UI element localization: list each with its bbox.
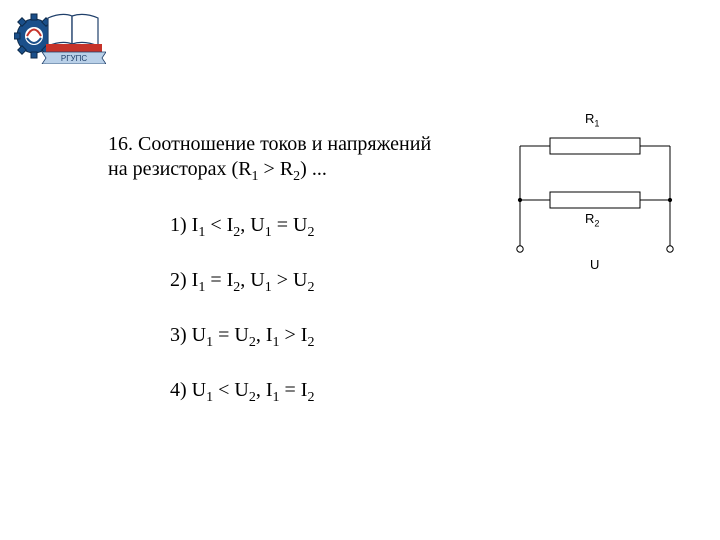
circuit-diagram: R1 R2 U — [510, 118, 680, 288]
option-3: 3) U1 = U2, I1 > I2 — [170, 324, 314, 351]
question-line2-prefix: на резисторах (R — [108, 158, 252, 180]
option-2: 2) I1 = I2, U1 > U2 — [170, 269, 314, 296]
question-line1: 16. Соотношение токов и напряжений — [108, 133, 431, 155]
r1-label: R1 — [585, 112, 599, 129]
option-4: 4) U1 < U2, I1 = I2 — [170, 379, 314, 406]
u-label: U — [590, 258, 599, 271]
question-sub1: 1 — [252, 169, 259, 184]
options-list: 1) I1 < I2, U1 = U2 2) I1 = I2, U1 > U2 … — [170, 214, 314, 434]
r2-label: R2 — [585, 212, 599, 229]
book-icon: РГУПС — [42, 14, 106, 64]
logo: РГУПС — [14, 8, 106, 64]
option-1: 1) I1 < I2, U1 = U2 — [170, 214, 314, 241]
logo-banner-text: РГУПС — [61, 54, 88, 63]
question-text: 16. Соотношение токов и напряжений на ре… — [108, 132, 468, 186]
question-line2-mid: > R — [259, 158, 294, 180]
question-line2-suffix: ) ... — [300, 158, 327, 180]
